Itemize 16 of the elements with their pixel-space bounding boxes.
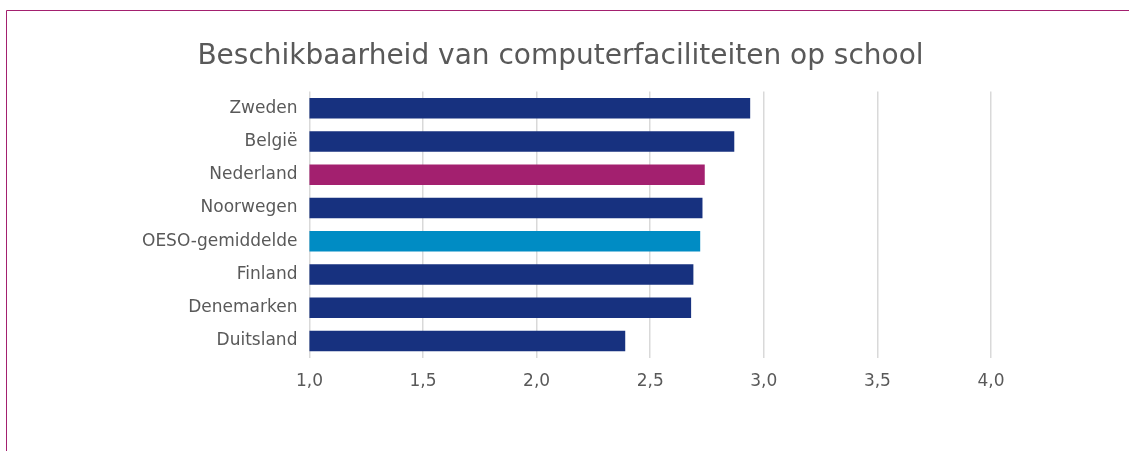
x-tick-label: 3,5: [863, 370, 891, 391]
y-tick-label: Duitsland: [216, 329, 298, 350]
x-tick-label: 4,0: [977, 370, 1005, 391]
x-tick-label: 2,5: [636, 370, 664, 391]
y-tick-label: Nederland: [209, 163, 298, 184]
chart-title: Beschikbaarheid van computerfaciliteiten op school: [197, 38, 924, 72]
x-tick-label: 2,0: [523, 370, 551, 391]
y-tick-label: België: [244, 129, 298, 150]
x-tick-label: 1,5: [409, 370, 437, 391]
y-tick-label: Finland: [236, 262, 298, 283]
y-tick-label: Noorwegen: [200, 196, 298, 217]
y-tick-label: OESO-gemiddelde: [142, 229, 298, 250]
x-tick-label: 3,0: [750, 370, 778, 391]
y-tick-label: Denemarken: [188, 296, 298, 317]
x-tick-label: 1,0: [295, 370, 323, 391]
y-tick-label: Zweden: [229, 96, 298, 117]
